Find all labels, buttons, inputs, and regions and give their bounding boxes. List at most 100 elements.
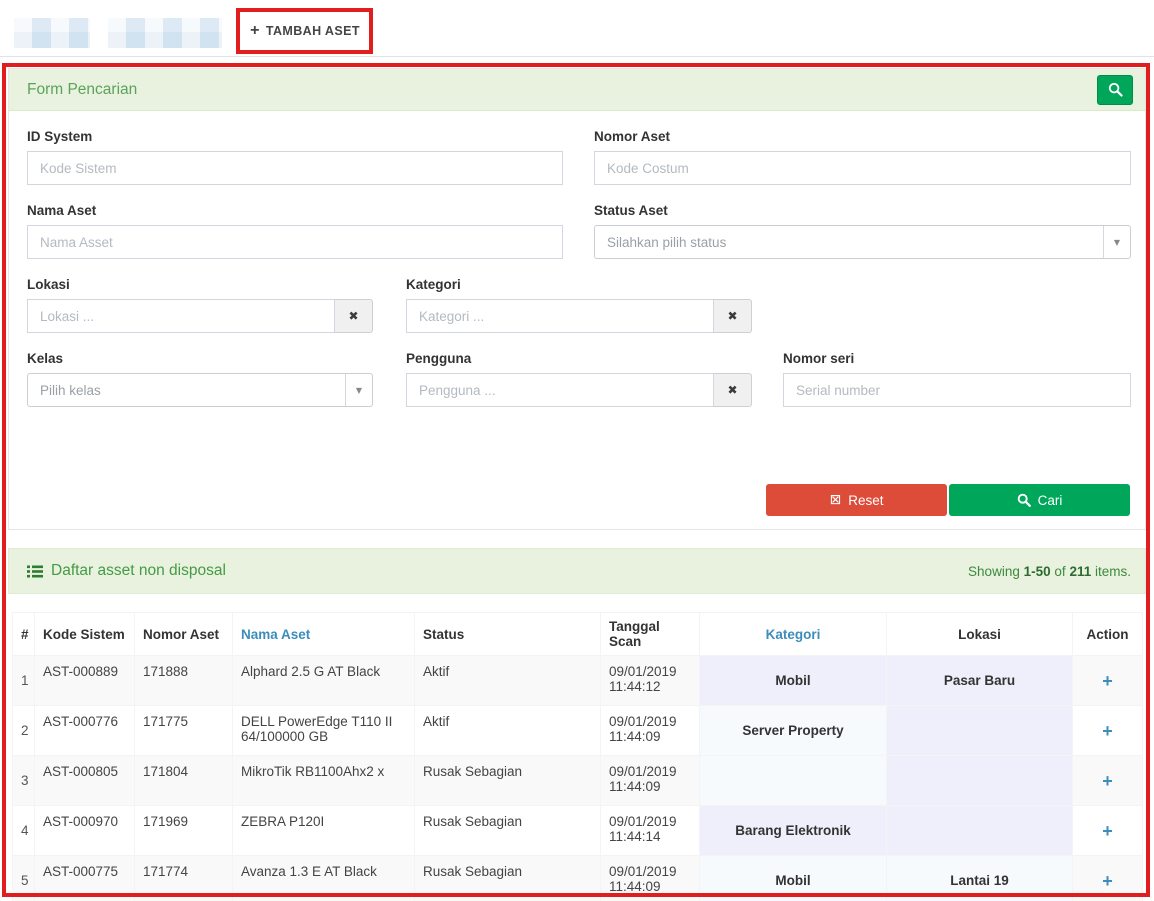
row-number: 5 — [12, 855, 35, 901]
field-pengguna: Pengguna ✖ — [406, 351, 752, 407]
search-icon — [1108, 82, 1123, 97]
nama-aset-label: Nama Aset — [27, 203, 97, 218]
field-nomor-seri: Nomor seri — [783, 351, 1131, 407]
table-row: 3 AST-000805 171804 MikroTik RB1100Ahx2 … — [12, 755, 1143, 806]
showing-total: 211 — [1069, 563, 1092, 579]
cell-tanggal-scan: 09/01/2019 11:44:09 — [600, 755, 700, 806]
topbar-divider — [0, 56, 1154, 57]
cell-nama-aset: DELL PowerEdge T110 II 64/100000 GB — [232, 705, 415, 756]
pengguna-clear-button[interactable]: ✖ — [714, 373, 752, 407]
cell-lokasi: Lantai 19 — [886, 855, 1073, 901]
field-kategori: Kategori ✖ — [406, 277, 752, 333]
kategori-input[interactable] — [406, 299, 714, 333]
tambah-aset-button[interactable]: + TAMBAH ASET — [240, 12, 370, 50]
clear-icon: ✖ — [727, 309, 738, 323]
nomor-aset-input[interactable] — [594, 151, 1131, 185]
redacted-breadcrumb-1 — [14, 18, 90, 48]
cell-kode-sistem: AST-000970 — [34, 805, 135, 856]
pengguna-input[interactable] — [406, 373, 714, 407]
lokasi-label: Lokasi — [27, 277, 70, 292]
add-action-icon[interactable]: + — [1102, 720, 1113, 741]
cell-kode-sistem: AST-000775 — [34, 855, 135, 901]
cari-label: Cari — [1037, 492, 1063, 508]
nama-aset-input[interactable] — [27, 225, 563, 259]
col-nama-aset-sort-link[interactable]: Nama Aset — [232, 612, 415, 656]
cell-nomor-aset: 171775 — [134, 705, 233, 756]
field-nomor-aset: Nomor Aset — [594, 129, 1131, 185]
table-header-row: # Kode Sistem Nomor Aset Nama Aset Statu… — [12, 612, 1143, 656]
cell-kode-sistem: AST-000889 — [34, 655, 135, 706]
cell-kode-sistem: AST-000805 — [34, 755, 135, 806]
kelas-select[interactable]: Pilih kelas ▼ — [27, 373, 373, 407]
cell-lokasi — [886, 805, 1073, 856]
id-system-label: ID System — [27, 129, 93, 144]
search-icon — [1017, 493, 1031, 507]
row-number: 1 — [12, 655, 35, 706]
search-form-body: ID System Nomor Aset Nama Aset Status As… — [9, 111, 1145, 529]
id-system-input[interactable] — [27, 151, 563, 185]
cell-nama-aset: Avanza 1.3 E AT Black — [232, 855, 415, 901]
col-lokasi: Lokasi — [886, 612, 1073, 656]
col-kategori-sort-link[interactable]: Kategori — [699, 612, 887, 656]
col-action: Action — [1072, 612, 1143, 656]
asset-list-title: Daftar asset non disposal — [51, 562, 226, 579]
redacted-breadcrumb-2 — [108, 18, 222, 48]
cell-nama-aset: ZEBRA P120I — [232, 805, 415, 856]
col-kode-sistem: Kode Sistem — [34, 612, 135, 656]
nomor-seri-label: Nomor seri — [783, 351, 855, 366]
cell-nama-aset: MikroTik RB1100Ahx2 x — [232, 755, 415, 806]
field-nama-aset: Nama Aset — [27, 203, 563, 259]
reset-label: Reset — [848, 492, 884, 508]
status-aset-select[interactable]: Silahkan pilih status ▼ — [594, 225, 1131, 259]
add-action-icon[interactable]: + — [1102, 870, 1113, 891]
lokasi-clear-button[interactable]: ✖ — [335, 299, 373, 333]
kelas-select-value: Pilih kelas — [40, 382, 101, 398]
kategori-label: Kategori — [406, 277, 461, 292]
cell-tanggal-scan: 09/01/2019 11:44:09 — [600, 705, 700, 756]
lokasi-input[interactable] — [27, 299, 335, 333]
row-number: 3 — [12, 755, 35, 806]
kategori-clear-button[interactable]: ✖ — [714, 299, 752, 333]
cell-kategori: Mobil — [699, 655, 887, 706]
nomor-seri-input[interactable] — [783, 373, 1131, 407]
add-action-icon[interactable]: + — [1102, 670, 1113, 691]
cell-kategori: Barang Elektronik — [699, 805, 887, 856]
cell-tanggal-scan: 09/01/2019 11:44:14 — [600, 805, 700, 856]
cell-kategori: Mobil — [699, 855, 887, 901]
cell-nomor-aset: 171804 — [134, 755, 233, 806]
table-row: 1 AST-000889 171888 Alphard 2.5 G AT Bla… — [12, 655, 1143, 706]
asset-list-header: Daftar asset non disposal Showing 1-50 o… — [8, 548, 1146, 594]
row-number: 2 — [12, 705, 35, 756]
clear-icon: ✖ — [727, 383, 738, 397]
table-row: 4 AST-000970 171969 ZEBRA P120I Rusak Se… — [12, 805, 1143, 856]
field-status-aset: Status Aset Silahkan pilih status ▼ — [594, 203, 1131, 259]
col-num: # — [12, 612, 35, 656]
add-action-icon[interactable]: + — [1102, 820, 1113, 841]
plus-icon: + — [250, 22, 260, 39]
cell-status: Rusak Sebagian — [414, 855, 601, 901]
col-nomor-aset: Nomor Aset — [134, 612, 233, 656]
table-row: 5 AST-000775 171774 Avanza 1.3 E AT Blac… — [12, 855, 1143, 901]
header-search-button[interactable] — [1097, 74, 1133, 105]
col-status: Status — [414, 612, 601, 656]
showing-summary: Showing 1-50 of 211 items. — [968, 563, 1131, 579]
cell-lokasi: Pasar Baru — [886, 655, 1073, 706]
asset-table: # Kode Sistem Nomor Aset Nama Aset Statu… — [12, 612, 1143, 901]
cell-tanggal-scan: 09/01/2019 11:44:09 — [600, 855, 700, 901]
chevron-down-icon: ▼ — [1103, 226, 1130, 258]
reset-button[interactable]: ⊠ Reset — [766, 484, 947, 516]
list-icon — [27, 565, 43, 578]
cell-tanggal-scan: 09/01/2019 11:44:12 — [600, 655, 700, 706]
cell-nama-aset: Alphard 2.5 G AT Black — [232, 655, 415, 706]
cell-nomor-aset: 171969 — [134, 805, 233, 856]
nomor-aset-label: Nomor Aset — [594, 129, 671, 144]
cell-kategori: Server Property — [699, 705, 887, 756]
field-lokasi: Lokasi ✖ — [27, 277, 373, 333]
add-action-icon[interactable]: + — [1102, 770, 1113, 791]
asset-list-panel: Daftar asset non disposal Showing 1-50 o… — [8, 548, 1146, 901]
field-id-system: ID System — [27, 129, 563, 185]
cell-lokasi — [886, 755, 1073, 806]
cell-status: Aktif — [414, 655, 601, 706]
cari-button[interactable]: Cari — [949, 484, 1130, 516]
